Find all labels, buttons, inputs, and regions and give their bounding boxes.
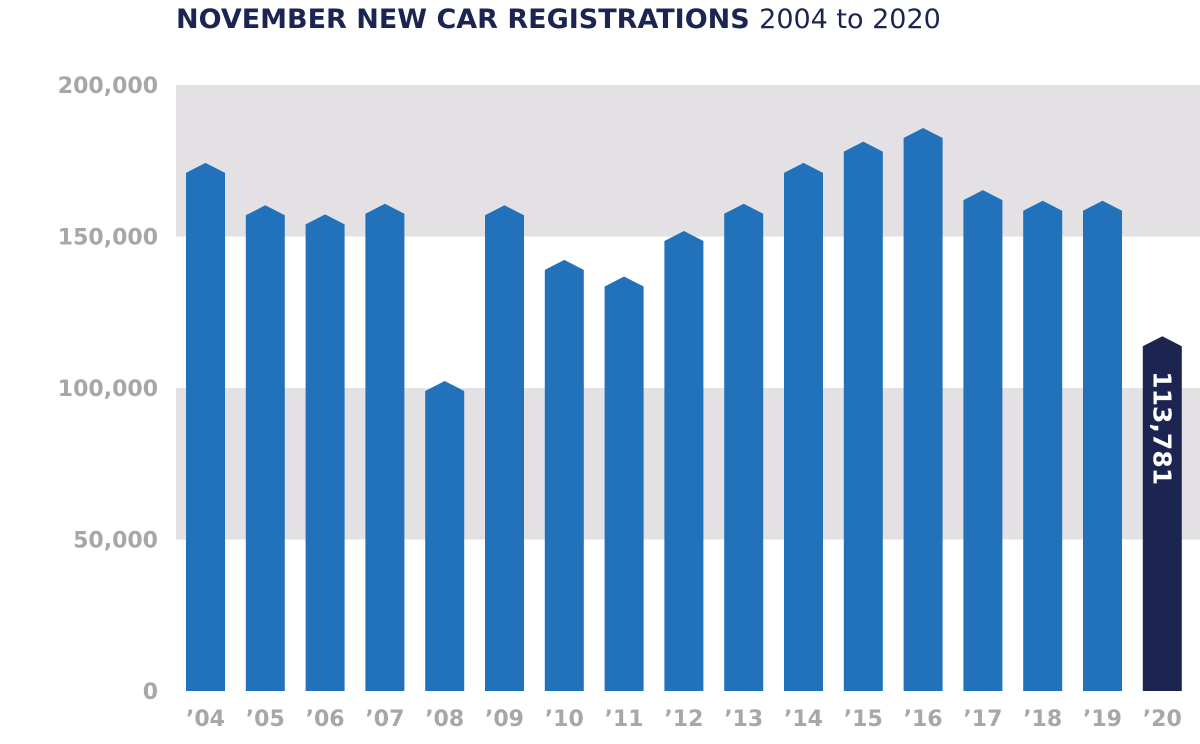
bar-1 bbox=[245, 205, 285, 692]
x-tick-label: ’10 bbox=[545, 707, 584, 732]
bar-0 bbox=[186, 162, 225, 691]
x-tick-label: ’05 bbox=[246, 707, 285, 732]
x-tick-label: ’07 bbox=[365, 707, 404, 732]
chart-title-main: NOVEMBER NEW CAR REGISTRATIONS bbox=[176, 4, 750, 35]
y-axis-ticks: 0 50,000 100,000 150,000 200,000 bbox=[58, 74, 158, 705]
x-tick-label: ’20 bbox=[1143, 707, 1182, 732]
x-tick-label: ’18 bbox=[1023, 707, 1062, 732]
x-tick-label: ’12 bbox=[664, 707, 703, 732]
bar-8 bbox=[664, 231, 704, 692]
x-tick-label: ’19 bbox=[1083, 707, 1122, 732]
bar-4 bbox=[425, 381, 465, 691]
data-labels: 113,781 bbox=[1147, 371, 1176, 485]
bar-13 bbox=[963, 190, 1003, 691]
y-tick-label: 50,000 bbox=[73, 529, 158, 554]
x-tick-label: ’04 bbox=[186, 707, 225, 732]
x-tick-label: ’06 bbox=[306, 707, 345, 732]
chart-title-sub: 2004 to 2020 bbox=[759, 4, 941, 35]
x-tick-label: ’13 bbox=[724, 707, 763, 732]
bar-3 bbox=[365, 203, 405, 691]
x-tick-label: ’17 bbox=[963, 707, 1002, 732]
bar-10 bbox=[784, 162, 823, 691]
x-tick-label: ’14 bbox=[784, 707, 823, 732]
y-tick-label: 0 bbox=[143, 680, 158, 705]
y-tick-label: 100,000 bbox=[58, 377, 158, 402]
x-tick-label: ’16 bbox=[904, 707, 943, 732]
bar-5 bbox=[485, 205, 524, 692]
bar-2 bbox=[305, 214, 345, 691]
bar-15 bbox=[1083, 200, 1122, 691]
x-tick-label: ’15 bbox=[844, 707, 883, 732]
x-tick-label: ’11 bbox=[605, 707, 644, 732]
bar-6 bbox=[544, 259, 584, 691]
bar-12 bbox=[903, 128, 943, 691]
bar-7 bbox=[604, 276, 644, 691]
y-tick-label: 150,000 bbox=[58, 226, 158, 251]
x-tick-label: ’09 bbox=[485, 707, 524, 732]
bar-16 bbox=[1142, 336, 1182, 691]
bar-9 bbox=[724, 203, 764, 691]
bar-11 bbox=[843, 141, 883, 691]
x-tick-label: ’08 bbox=[425, 707, 464, 732]
x-axis-ticks: ’04 ’05 ’06 ’07 ’08 ’09 ’10 ’11 ’12 ’13 ’14 ’15 ’16 ’… bbox=[186, 707, 1182, 732]
bars bbox=[186, 128, 1182, 692]
chart-title: NOVEMBER NEW CAR REGISTRATIONS 2004 to 2… bbox=[176, 2, 941, 38]
bar-14 bbox=[1023, 200, 1063, 691]
y-tick-label: 200,000 bbox=[58, 74, 158, 99]
data-label-2020: 113,781 bbox=[1147, 371, 1176, 485]
